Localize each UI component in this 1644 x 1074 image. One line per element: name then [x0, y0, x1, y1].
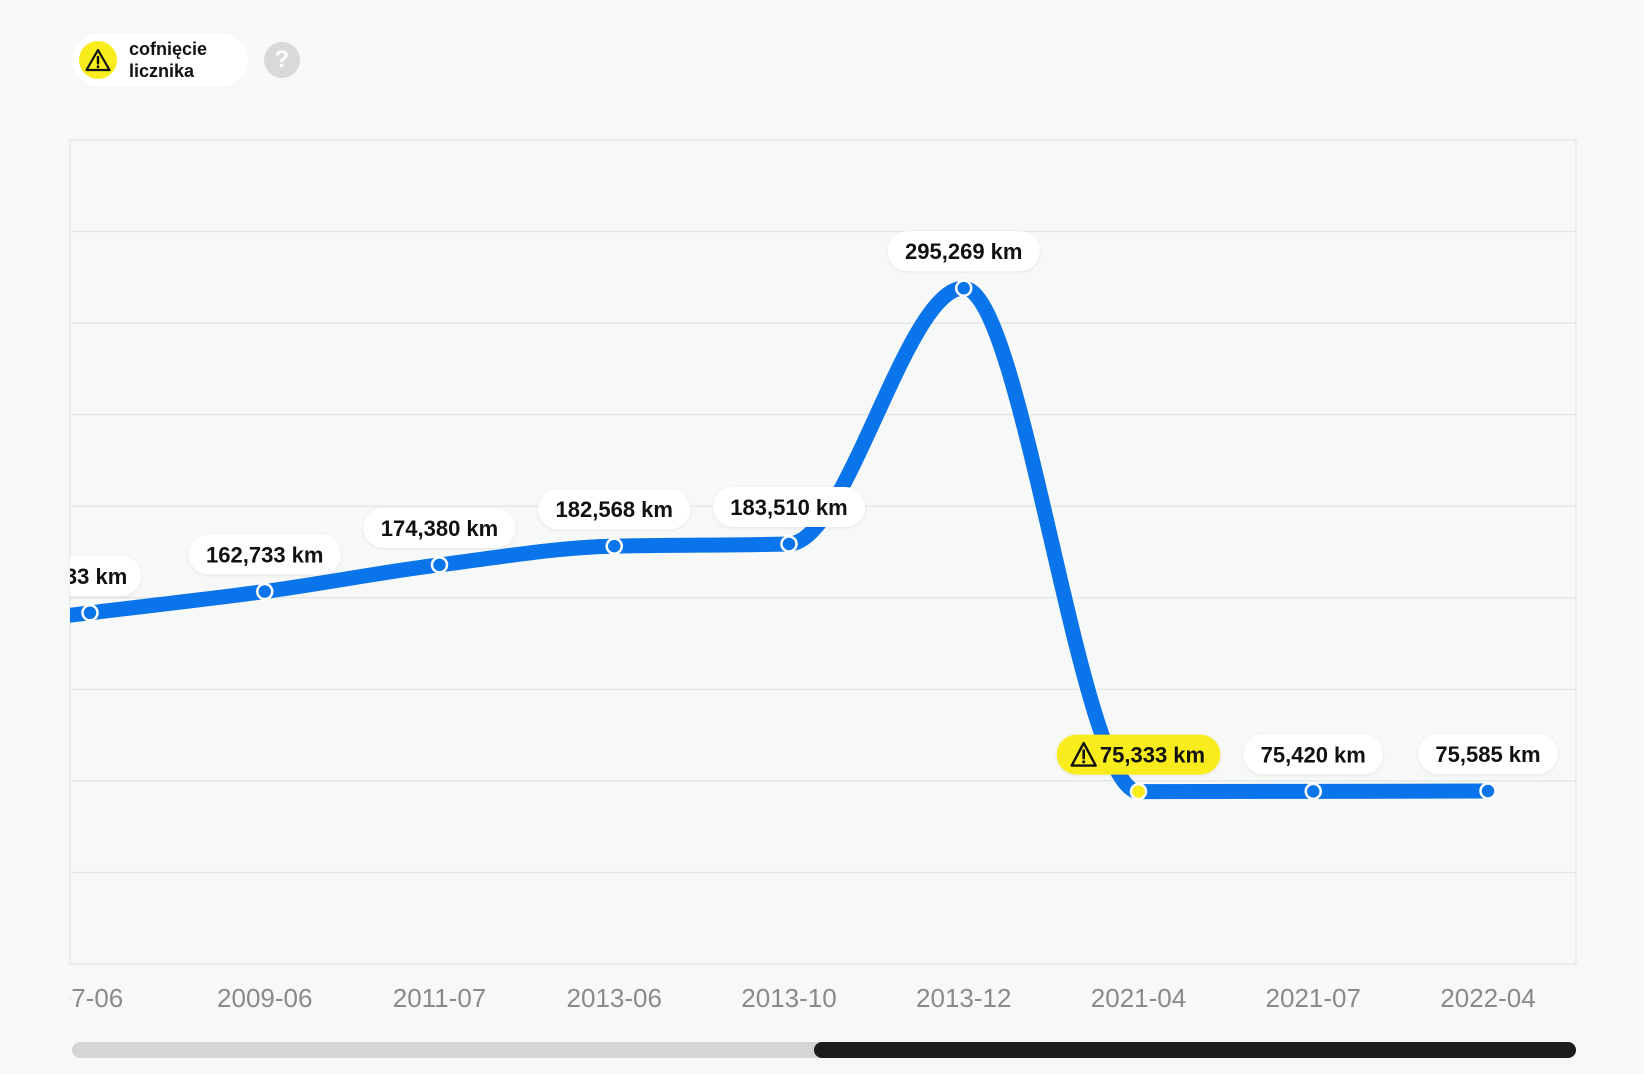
point-markers — [81, 279, 1497, 801]
data-label-text: 182,568 km — [556, 497, 673, 522]
data-point — [1304, 782, 1322, 801]
data-point — [605, 537, 623, 555]
gridlines — [70, 230, 1576, 874]
warning-icon — [79, 41, 117, 79]
data-label-bg — [188, 534, 341, 575]
chart-scrollbar-thumb[interactable] — [814, 1042, 1576, 1058]
x-tick-label: 07-06 — [57, 983, 124, 1013]
data-label-bg — [1243, 734, 1384, 775]
data-point — [430, 556, 449, 574]
point-labels: 433 km 162,733 km 174,380 km 182,568 km 183,… — [53, 231, 1558, 775]
data-label-text: 75,420 km — [1261, 742, 1366, 767]
help-button[interactable]: ? — [264, 42, 300, 78]
data-label-bg — [70, 555, 142, 596]
data-label: 295,269 km — [887, 231, 1040, 272]
x-tick-label: 2022-04 — [1440, 983, 1535, 1013]
data-point — [81, 604, 99, 622]
data-point — [955, 279, 973, 297]
data-label: 174,380 km — [363, 507, 516, 548]
data-label-warning: 75,333 km — [1056, 734, 1221, 775]
x-tick-label: 2013-10 — [741, 983, 836, 1013]
data-point — [780, 535, 798, 553]
legend-rollback: cofnięcie licznika — [72, 34, 248, 86]
legend-label: cofnięcie licznika — [129, 39, 208, 81]
data-label-text: 162,733 km — [206, 543, 323, 568]
data-label-text: 183,510 km — [730, 495, 847, 520]
warning-icon — [1070, 741, 1097, 767]
x-tick-label: 2013-06 — [567, 983, 662, 1013]
data-label: 75,585 km — [1418, 733, 1558, 774]
data-label: 433 km — [53, 555, 142, 596]
data-label-bg — [713, 486, 865, 527]
x-axis-ticks: 07-06 2009-06 2011-07 2013-06 2013-10 2013-12… — [57, 983, 1536, 1013]
data-label-bg — [1418, 733, 1558, 774]
data-label-text: 295,269 km — [905, 239, 1022, 264]
data-label-text: 75,585 km — [1435, 742, 1540, 767]
data-label-bg — [887, 231, 1040, 272]
series-line — [70, 280, 1496, 800]
data-point — [1479, 782, 1497, 800]
data-point — [1129, 782, 1148, 801]
data-label: 75,420 km — [1243, 734, 1384, 775]
data-label-text: 174,380 km — [381, 516, 498, 541]
data-label: 162,733 km — [188, 534, 341, 575]
data-label-bg — [363, 507, 516, 548]
data-label-text: 433 km — [53, 564, 128, 589]
data-point — [256, 582, 274, 601]
data-label: 183,510 km — [713, 486, 865, 527]
x-tick-label: 2021-07 — [1266, 983, 1361, 1013]
x-tick-label: 2009-06 — [217, 983, 312, 1013]
series-line-group — [70, 280, 1496, 800]
plot-area — [69, 139, 1577, 965]
data-label: 182,568 km — [538, 489, 691, 530]
x-tick-label: 2011-07 — [393, 983, 487, 1013]
data-label-bg — [1056, 734, 1221, 775]
data-label-text: 75,333 km — [1100, 743, 1205, 768]
x-tick-label: 2021-04 — [1091, 983, 1186, 1013]
data-label-bg — [538, 489, 691, 530]
x-tick-label: 2013-12 — [916, 983, 1011, 1013]
